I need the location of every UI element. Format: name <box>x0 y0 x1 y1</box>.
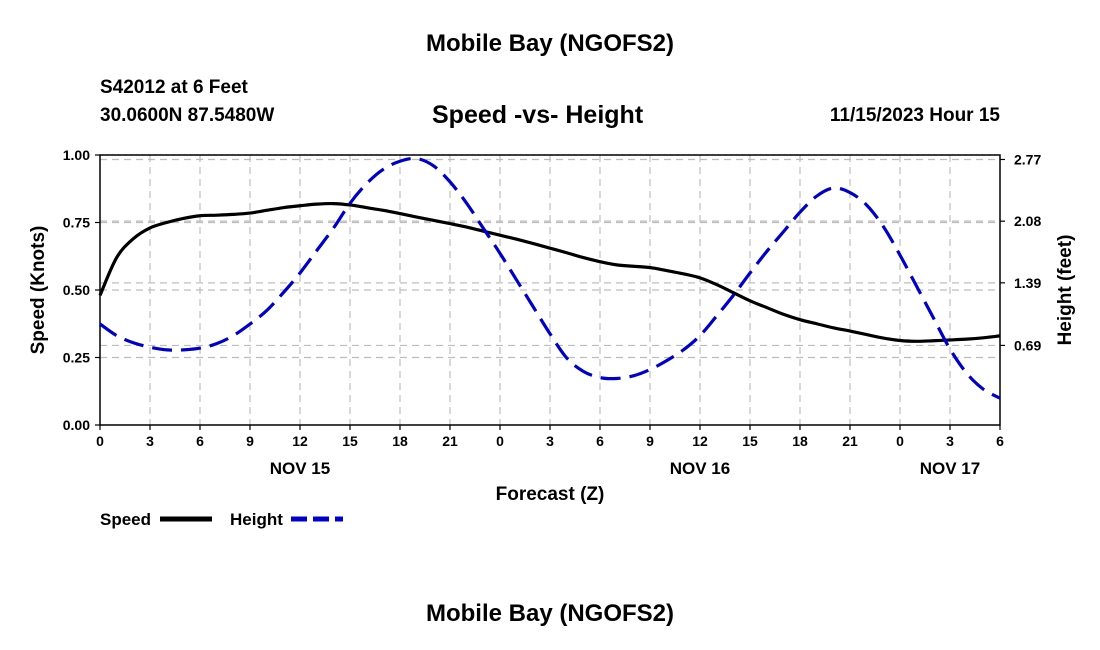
y-left-tick-label: 0.50 <box>63 282 90 298</box>
y-left-tick-label: 0.00 <box>63 417 90 433</box>
x-tick-label: 15 <box>342 433 358 449</box>
series-layer <box>98 156 1001 400</box>
y-axis-left-label: Speed (Knots) <box>28 226 49 355</box>
grid <box>100 154 1000 425</box>
x-axis-label: Forecast (Z) <box>496 484 605 505</box>
y-right-tick-label: 0.69 <box>1014 337 1041 353</box>
y-right-tick-label: 2.77 <box>1014 151 1041 167</box>
x-tick-label: 0 <box>96 433 104 449</box>
x-tick-label: 3 <box>546 433 554 449</box>
y-left-tick-label: 0.75 <box>63 215 90 231</box>
date-label: NOV 16 <box>670 459 730 478</box>
y-left-tick-label: 1.00 <box>63 147 90 163</box>
x-tick-label: 21 <box>842 433 858 449</box>
x-tick-label: 12 <box>692 433 708 449</box>
footer-title: Mobile Bay (NGOFS2) <box>425 600 675 627</box>
x-tick-label: 6 <box>196 433 204 449</box>
forecast-datetime: 11/15/2023 Hour 15 <box>829 105 1000 126</box>
series-line-speed <box>98 201 1001 343</box>
legend: Speed Height <box>100 510 343 529</box>
axes-layer: 0 3 6 9 12 15 18 21 0 3 6 9 12 15 18 21 0 3 6 0.00 0.25 0.50 0… <box>63 147 1042 478</box>
x-tick-label: 0 <box>896 433 904 449</box>
chart-title: Speed -vs- Height <box>432 101 644 129</box>
coordinates-label: 30.0600N 87.5480W <box>100 105 275 126</box>
date-label: NOV 15 <box>270 459 330 478</box>
x-tick-label: 6 <box>996 433 1004 449</box>
x-tick-label: 6 <box>596 433 604 449</box>
x-tick-label: 3 <box>946 433 954 449</box>
series-line-height <box>99 156 1001 400</box>
date-label: NOV 17 <box>920 459 980 478</box>
x-tick-label: 15 <box>742 433 758 449</box>
x-tick-label: 9 <box>646 433 654 449</box>
station-label: S42012 at 6 Feet <box>100 77 248 98</box>
x-tick-label: 18 <box>392 433 408 449</box>
page-title: Mobile Bay (NGOFS2) <box>425 30 675 57</box>
y-left-tick-label: 0.25 <box>63 350 90 366</box>
x-tick-label: 18 <box>792 433 808 449</box>
x-tick-label: 21 <box>442 433 458 449</box>
x-tick-label: 3 <box>146 433 154 449</box>
y-right-tick-label: 2.08 <box>1014 213 1041 229</box>
legend-height-label: Height <box>230 510 283 529</box>
x-tick-label: 0 <box>496 433 504 449</box>
legend-speed-label: Speed <box>100 510 151 529</box>
x-tick-label: 12 <box>292 433 308 449</box>
x-tick-label: 9 <box>246 433 254 449</box>
y-axis-right-label: Height (feet) <box>1055 235 1076 346</box>
y-right-tick-label: 1.39 <box>1014 275 1041 291</box>
